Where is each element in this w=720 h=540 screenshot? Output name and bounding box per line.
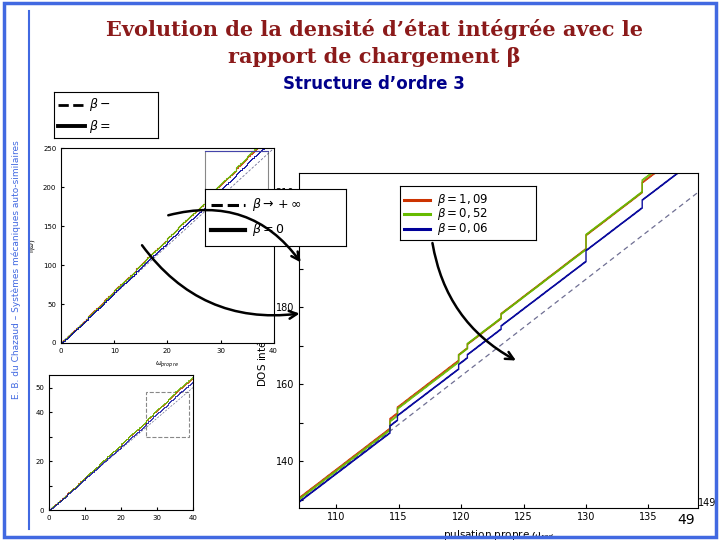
Text: $\beta =$: $\beta =$ xyxy=(89,118,111,134)
Text: $\beta = 0,52$: $\beta = 0,52$ xyxy=(436,206,488,222)
Text: 149: 149 xyxy=(698,497,717,508)
Text: $\beta = 0,06$: $\beta = 0,06$ xyxy=(436,221,488,238)
Text: Structure d’ordre 3: Structure d’ordre 3 xyxy=(284,75,465,93)
Text: rapport de chargement β: rapport de chargement β xyxy=(228,46,521,67)
Bar xyxy=(146,393,189,437)
Text: Evolution de la densité d’état intégrée avec le: Evolution de la densité d’état intégrée … xyxy=(106,19,643,40)
Text: $\beta = 0$: $\beta = 0$ xyxy=(251,221,284,238)
Text: E. B. du Chazaud – Systèmes mécaniques auto-similaires: E. B. du Chazaud – Systèmes mécaniques a… xyxy=(11,140,21,400)
Bar xyxy=(204,151,269,214)
Y-axis label: DOS intégrée I($\omega$): DOS intégrée I($\omega$) xyxy=(255,293,270,387)
X-axis label: $\omega_{propre}$: $\omega_{propre}$ xyxy=(156,359,179,370)
Y-axis label: I($\omega$): I($\omega$) xyxy=(27,238,37,253)
Text: 49: 49 xyxy=(678,512,695,526)
Text: $\beta -$: $\beta -$ xyxy=(89,96,111,113)
X-axis label: pulsation propre $\omega_{red}$: pulsation propre $\omega_{red}$ xyxy=(443,528,554,540)
Text: $\beta \rightarrow +\infty$: $\beta \rightarrow +\infty$ xyxy=(251,197,302,213)
Text: $\beta = 1,09$: $\beta = 1,09$ xyxy=(436,192,488,208)
